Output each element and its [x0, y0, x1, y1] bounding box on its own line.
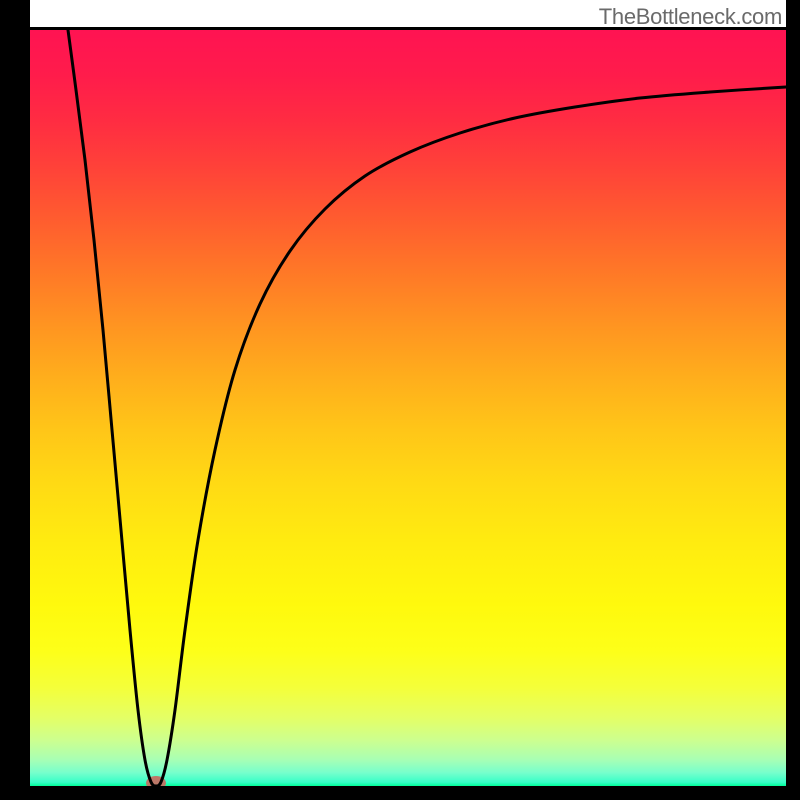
frame-left	[0, 0, 30, 800]
gradient-background	[30, 30, 786, 786]
bottleneck-chart	[0, 0, 800, 800]
frame-right	[786, 0, 800, 800]
frame-bottom	[0, 786, 800, 800]
watermark-text: TheBottleneck.com	[599, 4, 782, 30]
